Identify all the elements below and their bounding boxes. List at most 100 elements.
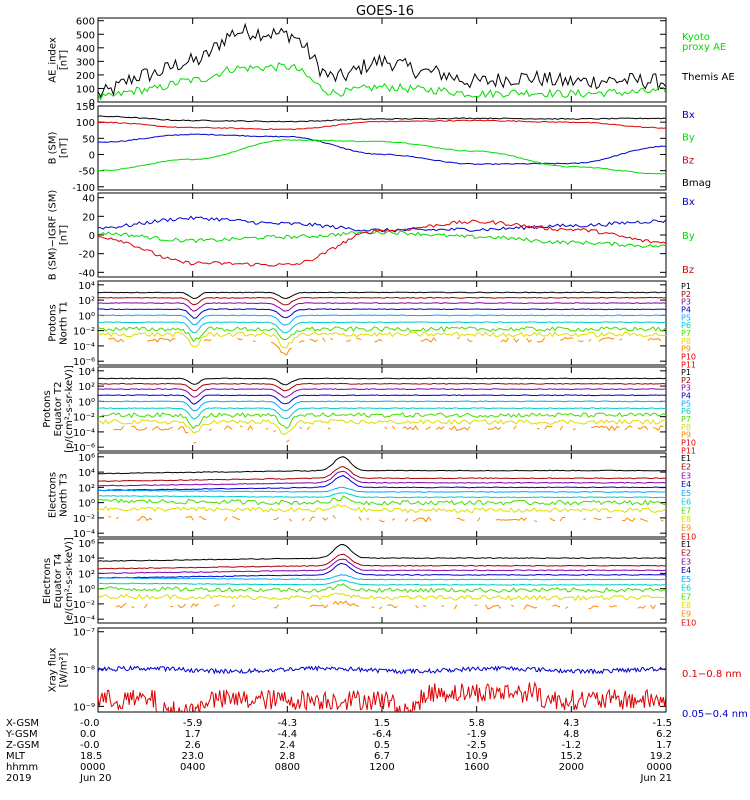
legend-entry: P6 xyxy=(681,407,691,416)
footer-value: 0800 xyxy=(275,762,300,773)
panel-ae: 600 500 400 300 200 100 0 AE_index [nT] Kyotoprox… xyxy=(48,17,735,109)
footer-value: 5.8 xyxy=(469,718,485,729)
y-tick-label: 10⁻⁴ xyxy=(73,342,95,353)
y-axis-label-line: [W/m²] xyxy=(59,652,70,687)
legend-entry: P10 xyxy=(681,439,696,448)
series-e9 xyxy=(116,601,663,609)
y-axis-label: B (SM)−IGRF (SM) [nT] xyxy=(48,190,70,281)
legend-entry: 0.05−0.4 nm xyxy=(682,709,748,720)
y-axis-label-line: [e/(cm²-s-sr-keV)] xyxy=(64,537,75,625)
footer-value: -4.3 xyxy=(278,718,298,729)
series-p2 xyxy=(98,296,666,306)
y-tick-label: 10⁻⁶ xyxy=(73,443,95,454)
legend-entry: E3 xyxy=(681,557,691,566)
series-p5 xyxy=(98,400,666,412)
series-e8 xyxy=(98,592,666,602)
legend-entry: P1 xyxy=(681,368,691,377)
y-tick-label: 10⁻⁴ xyxy=(73,529,95,540)
series-kyoto-ae xyxy=(98,62,666,101)
panel-frame xyxy=(97,452,667,538)
y-axis-label-line: Protons xyxy=(42,390,53,427)
footer-value: -4.4 xyxy=(278,729,298,740)
footer-value: 1.7 xyxy=(185,729,201,740)
y-tick-label: 10⁻⁴ xyxy=(73,428,95,439)
y-tick-label: 0 xyxy=(89,231,95,242)
footer-value: 0000 xyxy=(80,762,105,773)
y-tick-label: 0 xyxy=(89,150,95,161)
series-e6 xyxy=(98,492,666,499)
panel-pn: 10⁴ 10² 10⁰ 10⁻² 10⁻⁴ 10⁻⁶ Protons North T1 P1P2… xyxy=(48,280,696,369)
legend: 0.1−0.8 nm 0.05−0.4 nm xyxy=(682,669,748,720)
y-tick-label: -50 xyxy=(79,167,95,178)
y-axis-label: Electrons Equator T4 [e/(cm²-s-sr-keV)] xyxy=(42,537,75,625)
series-e9 xyxy=(108,514,664,523)
y-tick-label: 500 xyxy=(76,30,95,41)
footer-value: 1600 xyxy=(464,762,489,773)
panel-frame xyxy=(97,17,667,103)
legend-entry: By xyxy=(682,133,695,144)
legend-entry: 0.1−0.8 nm xyxy=(682,669,741,680)
panel-frame xyxy=(97,627,667,713)
series-e7 xyxy=(98,495,666,506)
footer-value: 2000 xyxy=(559,762,584,773)
legend-entry: Kyoto xyxy=(682,32,710,43)
legend-entry: E7 xyxy=(681,592,691,601)
footer-value: -0.0 xyxy=(80,740,100,751)
data-layer xyxy=(98,665,666,712)
y-tick-label: 10⁻² xyxy=(73,514,95,525)
footer-value: 2.6 xyxy=(185,740,201,751)
footer-value: 10.9 xyxy=(466,751,488,762)
y-axis-label-line: [nT] xyxy=(59,50,70,70)
y-axis-label-line: [p/(cm²-s-sr-keV)] xyxy=(64,365,75,453)
y-tick-label: 10⁴ xyxy=(78,281,95,292)
footer-value: 19.2 xyxy=(650,751,672,762)
footer-value: Jun 21 xyxy=(639,773,672,784)
legend-entry: P5 xyxy=(681,399,691,408)
series-p2 xyxy=(98,382,666,392)
legend-entry: By xyxy=(682,231,695,242)
series-xray-long xyxy=(98,680,666,712)
y-tick-label: 10² xyxy=(78,296,95,307)
footer-value: 0.0 xyxy=(80,729,96,740)
y-axis-label-line: North T1 xyxy=(59,301,70,345)
y-tick-label: -100 xyxy=(72,183,95,194)
series-e7 xyxy=(98,583,666,594)
footer-value: 1200 xyxy=(369,762,394,773)
y-tick-label: -40 xyxy=(79,268,95,279)
footer-value: -1.2 xyxy=(562,740,582,751)
y-tick-label: 10⁻² xyxy=(73,413,95,424)
y-axis-label: Protons Equator T2 [p/(cm²-s-sr-keV)] xyxy=(42,365,75,453)
legend-entry: P8 xyxy=(681,337,691,346)
y-tick-label: 10⁻⁷ xyxy=(73,628,95,639)
footer-row-label: Y-GSM xyxy=(5,729,38,740)
legend-entry: P2 xyxy=(681,290,691,299)
footer-value: 18.5 xyxy=(80,751,102,762)
series-p8 xyxy=(98,418,666,436)
series-p3 xyxy=(98,388,666,398)
series-bx xyxy=(98,215,666,233)
legend-entry: E8 xyxy=(681,515,691,524)
legend-entry: proxy AE xyxy=(682,42,726,53)
y-tick-label: 10⁰ xyxy=(78,397,95,408)
series-p6 xyxy=(98,321,666,334)
footer-value: 2.4 xyxy=(279,740,295,751)
series-bz xyxy=(98,219,666,267)
y-tick-label: 100 xyxy=(76,84,95,95)
figure-title: GOES-16 xyxy=(356,4,414,19)
series-p9 xyxy=(108,338,666,356)
y-tick-label: 150 xyxy=(76,102,95,113)
legend-entry: E4 xyxy=(681,480,691,489)
data-layer xyxy=(98,456,666,523)
y-axis-label-line: Equator T2 xyxy=(53,382,64,437)
y-axis-label: Electrons North T3 xyxy=(48,472,70,518)
legend-entry: P4 xyxy=(681,392,691,401)
y-tick-label: 10⁶ xyxy=(78,539,95,550)
series-p7 xyxy=(98,325,666,343)
y-tick-label: 10⁰ xyxy=(78,311,95,322)
legend-entry: P9 xyxy=(681,345,691,354)
data-layer xyxy=(98,377,666,444)
data-layer xyxy=(98,22,666,101)
footer-value: Jun 20 xyxy=(79,773,112,784)
